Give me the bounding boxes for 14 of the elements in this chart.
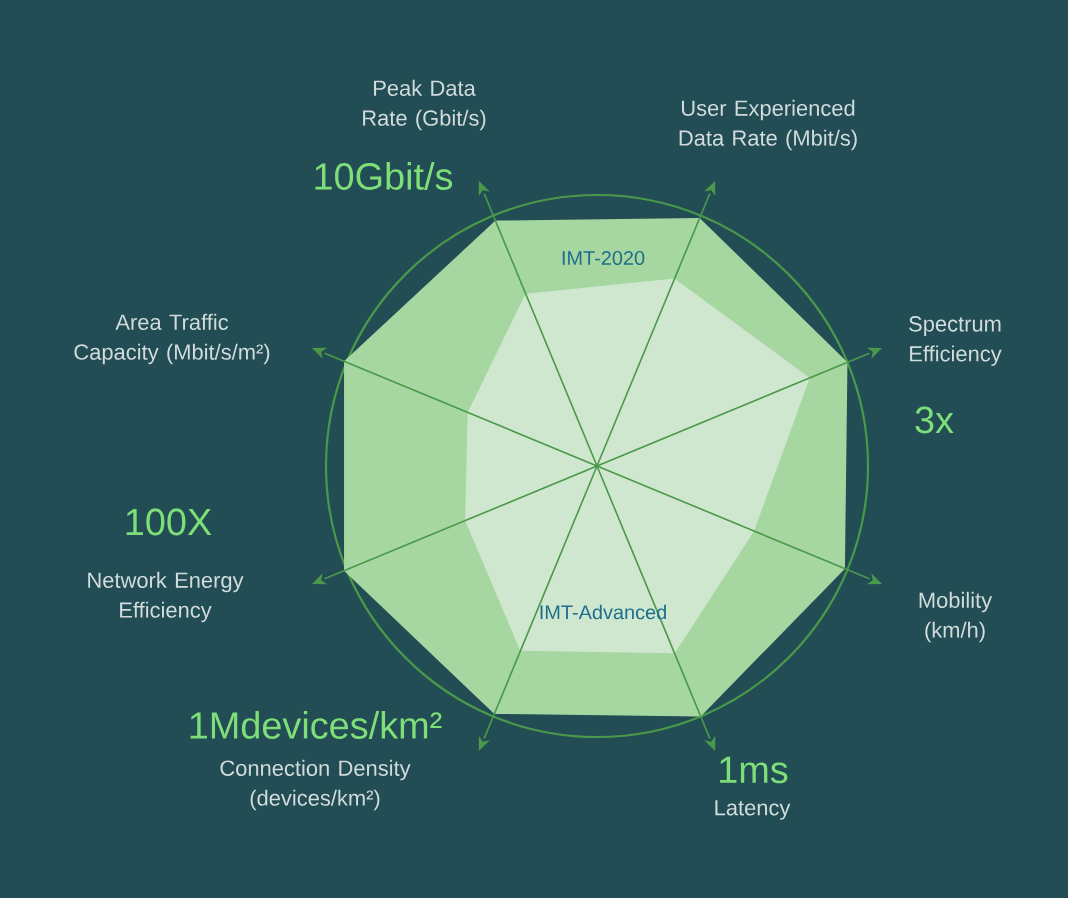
series-label: IMT-2020 xyxy=(562,250,645,266)
spoke-label: Mobility (km/h) xyxy=(919,591,993,643)
text: 1Mdevices/km² xyxy=(190,711,442,739)
spoke-label: Connection Density (devices/km²) xyxy=(220,759,411,811)
spoke-label: Spectrum Efficiency xyxy=(909,316,1002,366)
text: 1ms xyxy=(720,756,788,784)
text: 10Gbit/s xyxy=(315,162,453,190)
text: 3x xyxy=(915,406,954,434)
spoke-label: Area Traffic Capacity (Mbit/s/m²) xyxy=(74,313,270,365)
spoke-label: User Experienced Data Rate (Mbit/s) xyxy=(679,99,857,151)
spoke-label: Peak Data Rate (Gbit/s) xyxy=(363,79,486,131)
spoke-label: Latency xyxy=(715,800,791,820)
spoke-label: Network Energy Efficiency xyxy=(88,571,244,623)
text: 100X xyxy=(126,508,212,536)
